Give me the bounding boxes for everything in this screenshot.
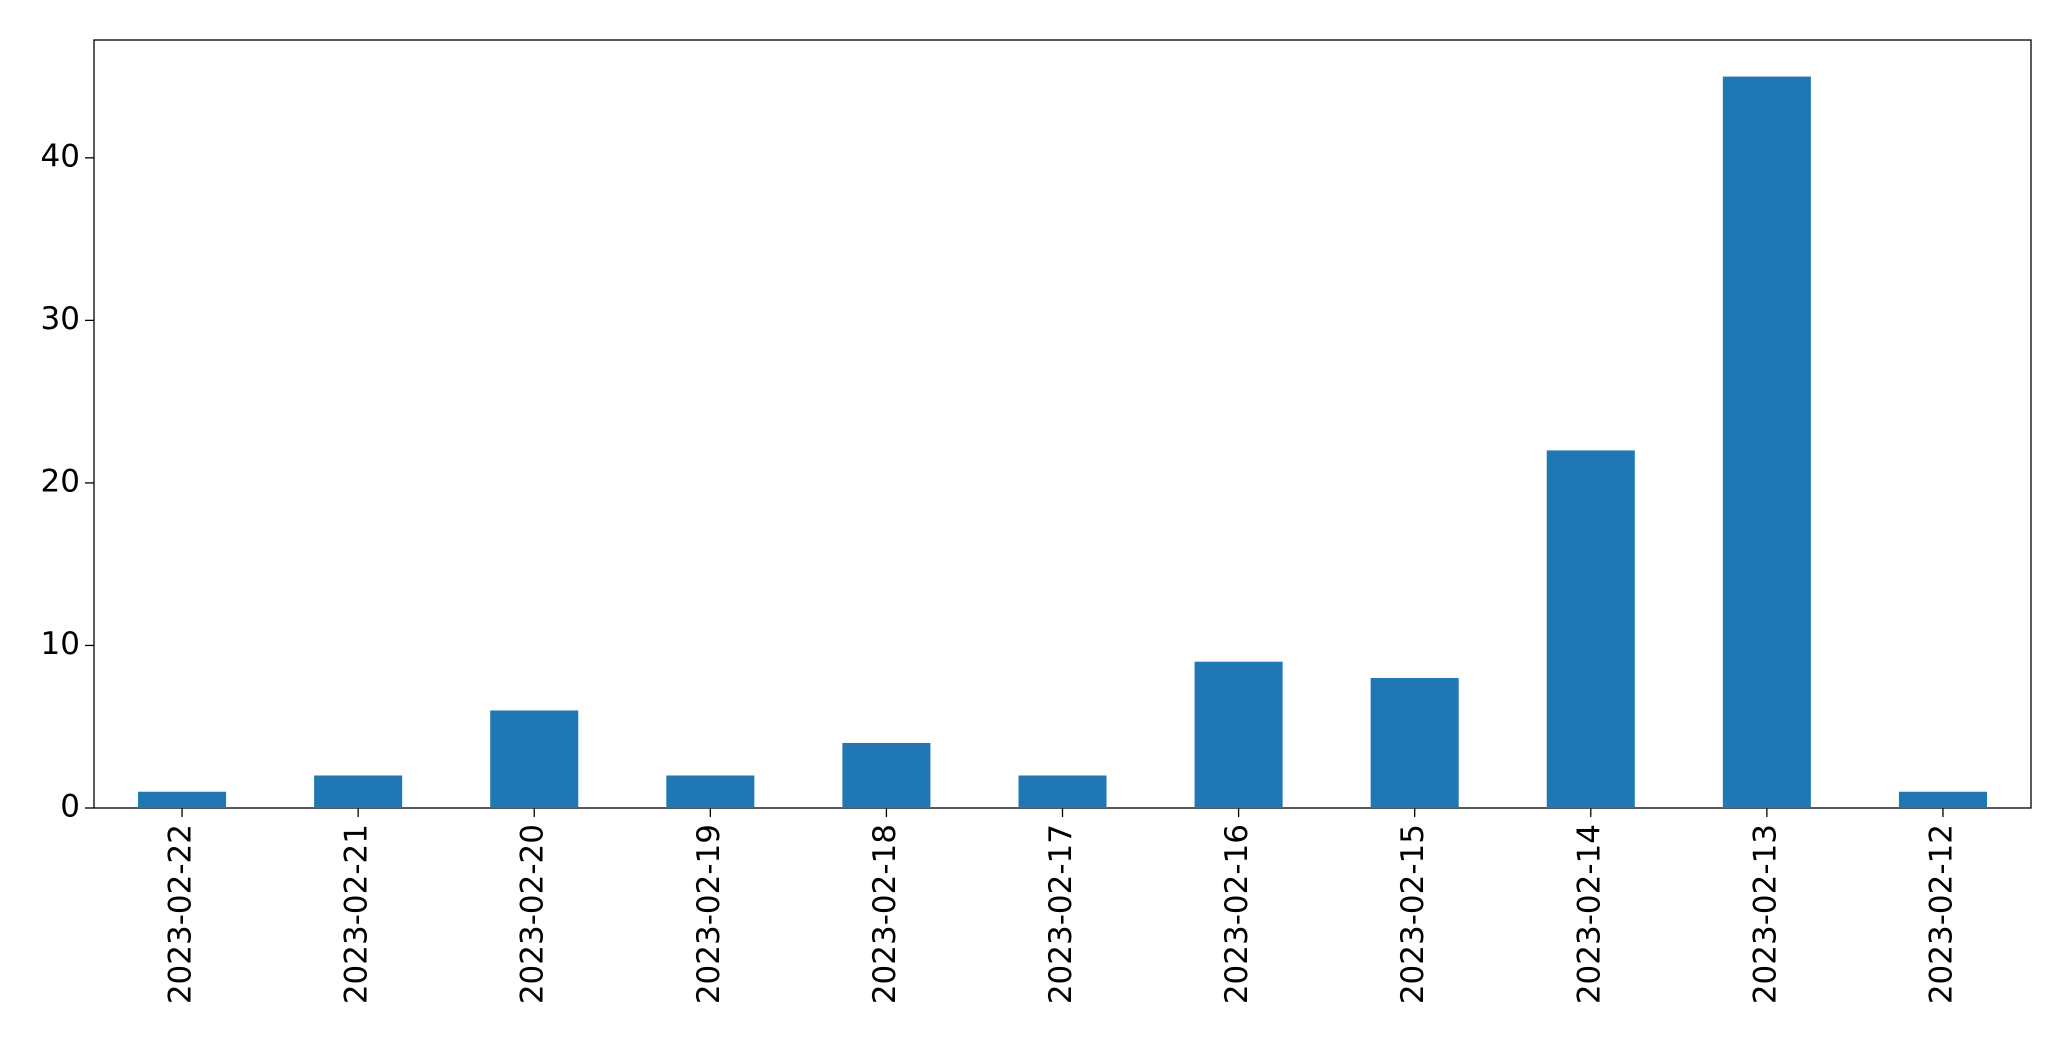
bar xyxy=(1722,76,1811,809)
y-tick-label: 30 xyxy=(41,301,80,337)
x-tick-label: 2023-02-13 xyxy=(1747,824,1783,1004)
bar xyxy=(490,710,579,808)
bar xyxy=(1546,450,1635,808)
x-tick-label: 2023-02-20 xyxy=(515,824,551,1004)
x-tick-label: 2023-02-21 xyxy=(339,824,375,1004)
y-tick-label: 0 xyxy=(60,789,80,825)
x-tick-label: 2023-02-17 xyxy=(1043,824,1079,1004)
x-tick-label: 2023-02-22 xyxy=(163,824,199,1004)
bar xyxy=(314,775,403,808)
bar xyxy=(1898,791,1987,808)
bar xyxy=(1370,677,1459,808)
x-tick-label: 2023-02-16 xyxy=(1219,824,1255,1004)
bar xyxy=(666,775,755,808)
bar xyxy=(138,791,227,808)
y-tick-label: 40 xyxy=(41,138,80,174)
bar xyxy=(842,742,931,808)
x-tick-label: 2023-02-12 xyxy=(1923,824,1959,1004)
bar xyxy=(1194,661,1283,808)
y-tick-label: 20 xyxy=(41,463,80,499)
x-tick-label: 2023-02-15 xyxy=(1395,824,1431,1004)
x-tick-label: 2023-02-19 xyxy=(691,824,727,1004)
x-tick-label: 2023-02-14 xyxy=(1571,824,1607,1004)
bar xyxy=(1018,775,1107,808)
y-tick-label: 10 xyxy=(41,626,80,662)
x-tick-label: 2023-02-18 xyxy=(867,824,903,1004)
